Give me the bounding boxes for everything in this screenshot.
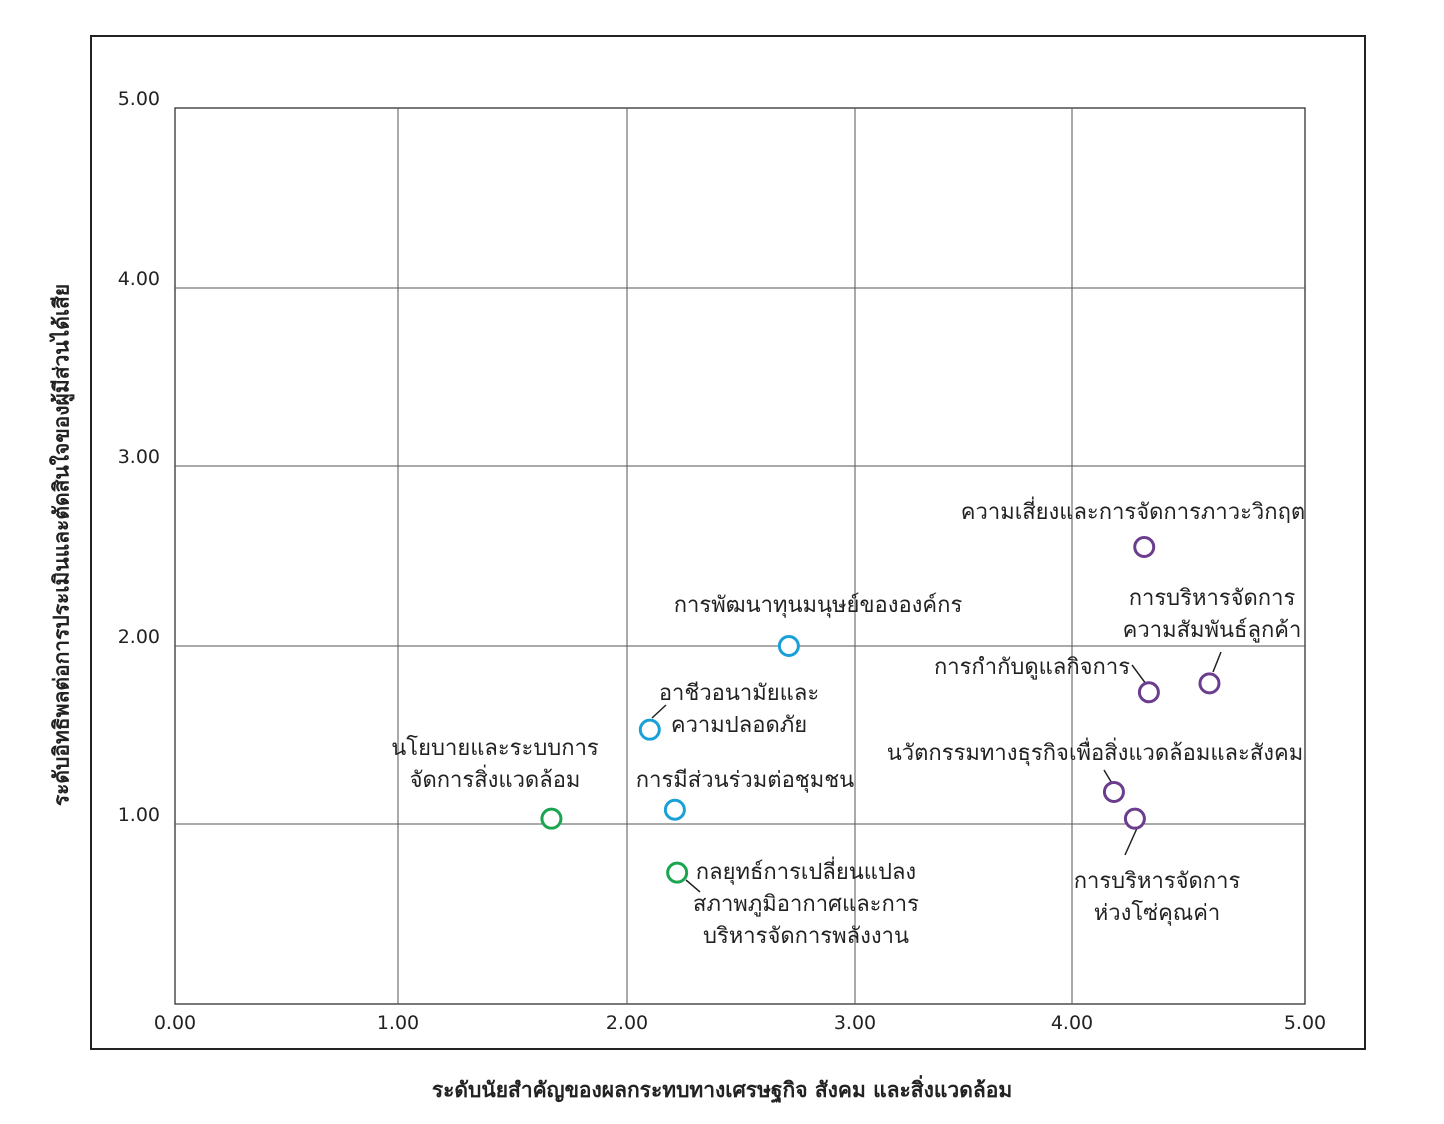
data-point [1133, 536, 1156, 558]
plot-area [174, 107, 1306, 1005]
data-point [1137, 681, 1160, 704]
y-tick-label: 1.00 [118, 804, 160, 826]
data-point [1198, 672, 1221, 695]
label-leader-line [1212, 651, 1222, 673]
label-leader-line [651, 704, 667, 719]
data-point-label: นโยบายและระบบการจัดการสิ่งแวดล้อม [391, 735, 599, 793]
data-point-label: ความเสี่ยงและการจัดการภาวะวิกฤต [961, 496, 1305, 525]
data-point [540, 807, 563, 830]
data-point-label-line: ความสัมพันธ์ลูกค้า [1123, 618, 1302, 643]
data-point-label: การบริหารจัดการความสัมพันธ์ลูกค้า [1123, 586, 1302, 643]
x-tick-label: 2.00 [606, 1012, 648, 1034]
data-point-label-line: การพัฒนาทุนมนุษย์ขององค์กร [674, 593, 963, 618]
y-tick-label: 5.00 [118, 88, 160, 110]
data-point-label-line: จัดการสิ่งแวดล้อม [410, 764, 581, 793]
data-point-label-line: สภาพภูมิอากาศและการ [693, 892, 919, 917]
data-point-label: การกำกับดูแลกิจการ [934, 655, 1130, 680]
data-point-label: กลยุทธ์การเปลี่ยนแปลงสภาพภูมิอากาศและการ… [693, 856, 919, 949]
data-point-label-line: อาชีวอนามัยและ [659, 681, 819, 706]
x-tick-label: 4.00 [1051, 1012, 1093, 1034]
data-point-label-line: การกำกับดูแลกิจการ [934, 655, 1130, 680]
data-point [663, 798, 686, 821]
x-tick-label: 5.00 [1284, 1012, 1326, 1034]
data-point [1102, 780, 1125, 803]
data-point-label: การบริหารจัดการห่วงโซ่คุณค่า [1074, 869, 1241, 926]
data-point-label-line: การบริหารจัดการ [1129, 586, 1296, 611]
data-point-label: อาชีวอนามัยและความปลอดภัย [659, 681, 819, 738]
data-point-label: นวัตกรรมทางธุรกิจเพื่อสิ่งแวดล้อมและสังค… [887, 737, 1303, 766]
data-point-label-line: การมีส่วนร่วมต่อชุมชน [636, 768, 854, 793]
data-point-label: การมีส่วนร่วมต่อชุมชน [636, 768, 854, 793]
data-point-label-line: บริหารจัดการพลังงาน [703, 924, 909, 949]
y-tick-label: 2.00 [118, 626, 160, 648]
y-tick-label: 4.00 [118, 268, 160, 290]
data-point [777, 635, 800, 657]
data-point-label-line: ความปลอดภัย [671, 713, 807, 738]
label-leader-line [1124, 825, 1139, 856]
data-point [1123, 807, 1146, 830]
x-tick-label: 1.00 [377, 1012, 419, 1034]
data-point-label-line: การบริหารจัดการ [1074, 869, 1241, 894]
data-point-label: การพัฒนาทุนมนุษย์ขององค์กร [674, 593, 963, 618]
data-point-label-line: นโยบายและระบบการ [391, 735, 599, 761]
x-tick-label: 3.00 [834, 1012, 876, 1034]
x-tick-label: 0.00 [154, 1012, 196, 1034]
y-tick-label: 3.00 [118, 446, 160, 468]
label-leader-line [685, 879, 701, 893]
chart-frame [90, 35, 1366, 1050]
label-leader-line [1131, 664, 1147, 685]
x-axis-title: ระดับนัยสำคัญของผลกระทบทางเศรษฐกิจ สังคม… [431, 1078, 1013, 1102]
data-point-label-line: ความเสี่ยงและการจัดการภาวะวิกฤต [961, 496, 1305, 525]
data-point-label-line: กลยุทธ์การเปลี่ยนแปลง [696, 856, 916, 885]
data-point [638, 718, 661, 741]
y-axis-title: ระดับอิทธิพลต่อการประเมินและตัดสินใจของผ… [49, 283, 74, 807]
data-point-label-line: นวัตกรรมทางธุรกิจเพื่อสิ่งแวดล้อมและสังค… [887, 737, 1303, 766]
data-point [666, 861, 689, 884]
data-point-label-line: ห่วงโซ่คุณค่า [1094, 900, 1221, 926]
